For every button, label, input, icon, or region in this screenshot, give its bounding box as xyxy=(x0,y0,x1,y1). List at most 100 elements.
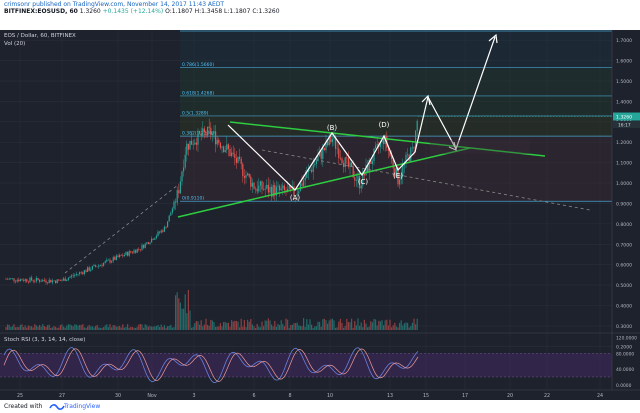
candle xyxy=(255,188,257,190)
volume-bar xyxy=(288,327,290,330)
tradingview-brand[interactable]: TradingView xyxy=(64,403,101,410)
indicator-tick-label: 0.0000 xyxy=(616,383,632,389)
volume-bar xyxy=(75,324,77,330)
candle xyxy=(186,143,188,155)
volume-bar xyxy=(112,325,114,330)
candle xyxy=(101,265,103,266)
volume-bar xyxy=(154,326,156,330)
volume-bar xyxy=(109,324,111,330)
candle xyxy=(82,272,84,275)
candle xyxy=(159,231,161,233)
candle xyxy=(7,279,9,280)
price-tick-label: 1.5000 xyxy=(616,79,632,85)
candle xyxy=(149,242,151,244)
volume-bar xyxy=(95,325,97,330)
volume-bar xyxy=(368,326,370,330)
volume-bar xyxy=(299,325,301,330)
volume-bar xyxy=(208,325,210,330)
chart-area[interactable]: 1(1.7451) 0.786(1.5660) 0.618(1.4268) 0.5(1… xyxy=(0,26,640,400)
volume-bar xyxy=(346,318,348,330)
candle xyxy=(304,177,306,181)
volume-bar xyxy=(410,325,412,330)
time-tick-label: 17 xyxy=(462,393,468,399)
last-price-tag[interactable] xyxy=(613,112,640,121)
projection-arrows[interactable] xyxy=(414,36,496,153)
candle xyxy=(343,163,345,167)
candle xyxy=(218,139,220,144)
volume-bar xyxy=(218,326,220,330)
volume-bar xyxy=(314,326,316,330)
candle xyxy=(16,279,18,282)
volume-bar xyxy=(175,295,177,330)
fib-zone xyxy=(180,67,612,96)
candle xyxy=(176,190,178,203)
volume-bar xyxy=(263,326,265,330)
candle xyxy=(32,280,34,282)
price-axis[interactable]: 1.70001.60001.50001.40001.30001.20001.10… xyxy=(418,30,640,400)
candle xyxy=(88,267,90,271)
volume-bar xyxy=(183,308,185,330)
candle xyxy=(165,227,167,228)
volume-bars xyxy=(5,289,418,330)
lower-trendline[interactable] xyxy=(177,147,471,218)
volume-bar xyxy=(243,319,245,330)
volume-bar xyxy=(176,292,178,330)
candle xyxy=(45,280,47,283)
candle xyxy=(391,155,393,159)
volume-bar xyxy=(239,327,241,330)
volume-bar xyxy=(360,322,362,330)
candle xyxy=(397,167,399,185)
candle xyxy=(157,231,159,236)
upper-trendline[interactable] xyxy=(229,121,546,157)
volume-bar xyxy=(307,324,309,330)
time-tick-label: 25 xyxy=(17,393,23,399)
candle xyxy=(312,165,314,172)
candle xyxy=(178,190,180,194)
volume-bar xyxy=(290,325,292,330)
volume-bar xyxy=(98,327,100,330)
volume-bar xyxy=(39,325,41,330)
volume-bar xyxy=(144,324,146,330)
volume-bar xyxy=(400,320,402,330)
candle xyxy=(141,244,143,250)
volume-bar xyxy=(277,323,279,330)
volume-bar xyxy=(26,327,28,330)
price-tick-label: 0.2000 xyxy=(616,344,632,350)
dashed-projection-line[interactable] xyxy=(261,149,591,211)
candle xyxy=(47,282,49,284)
candle xyxy=(66,279,68,282)
candle xyxy=(395,167,397,177)
volume-bar xyxy=(295,323,297,330)
volume-bar xyxy=(320,326,322,330)
candle xyxy=(306,172,308,178)
time-tick-label: 20 xyxy=(507,393,513,399)
volume-bar xyxy=(378,320,380,330)
volume-bar xyxy=(219,323,221,330)
price-chart[interactable]: 1(1.7451) 0.786(1.5660) 0.618(1.4268) 0.5(1… xyxy=(0,26,640,400)
author-name[interactable]: crimsonr xyxy=(4,1,31,8)
fib-level-label: 0.5(1.3289) xyxy=(182,110,209,116)
volume-bar xyxy=(199,324,201,330)
stoch-rsi-pane[interactable]: 120.0000 80.0000 40.0000 0.0000 xyxy=(0,332,640,389)
candle xyxy=(387,147,389,151)
candle xyxy=(59,280,61,281)
volume-bar xyxy=(255,327,257,330)
candle xyxy=(144,243,146,248)
time-axis[interactable]: 25 27 30 Nov 3 6 8 10 13 15 17 20 22 24 xyxy=(0,389,640,399)
candle xyxy=(293,186,295,197)
volume-bar xyxy=(128,327,130,330)
candle xyxy=(211,133,213,136)
volume-bar xyxy=(146,325,148,330)
wave-polyline[interactable] xyxy=(227,124,416,191)
volume-bar xyxy=(226,322,228,330)
volume-bar xyxy=(387,325,389,330)
volume-bar xyxy=(271,324,273,330)
candle xyxy=(72,275,74,277)
volume-bar xyxy=(187,289,189,330)
candle xyxy=(106,259,108,262)
candle xyxy=(309,169,311,171)
pattern-label: (C) xyxy=(358,178,369,186)
volume-bar xyxy=(195,321,197,330)
price-tick-label: 0.7000 xyxy=(616,242,632,248)
candle xyxy=(253,182,255,189)
